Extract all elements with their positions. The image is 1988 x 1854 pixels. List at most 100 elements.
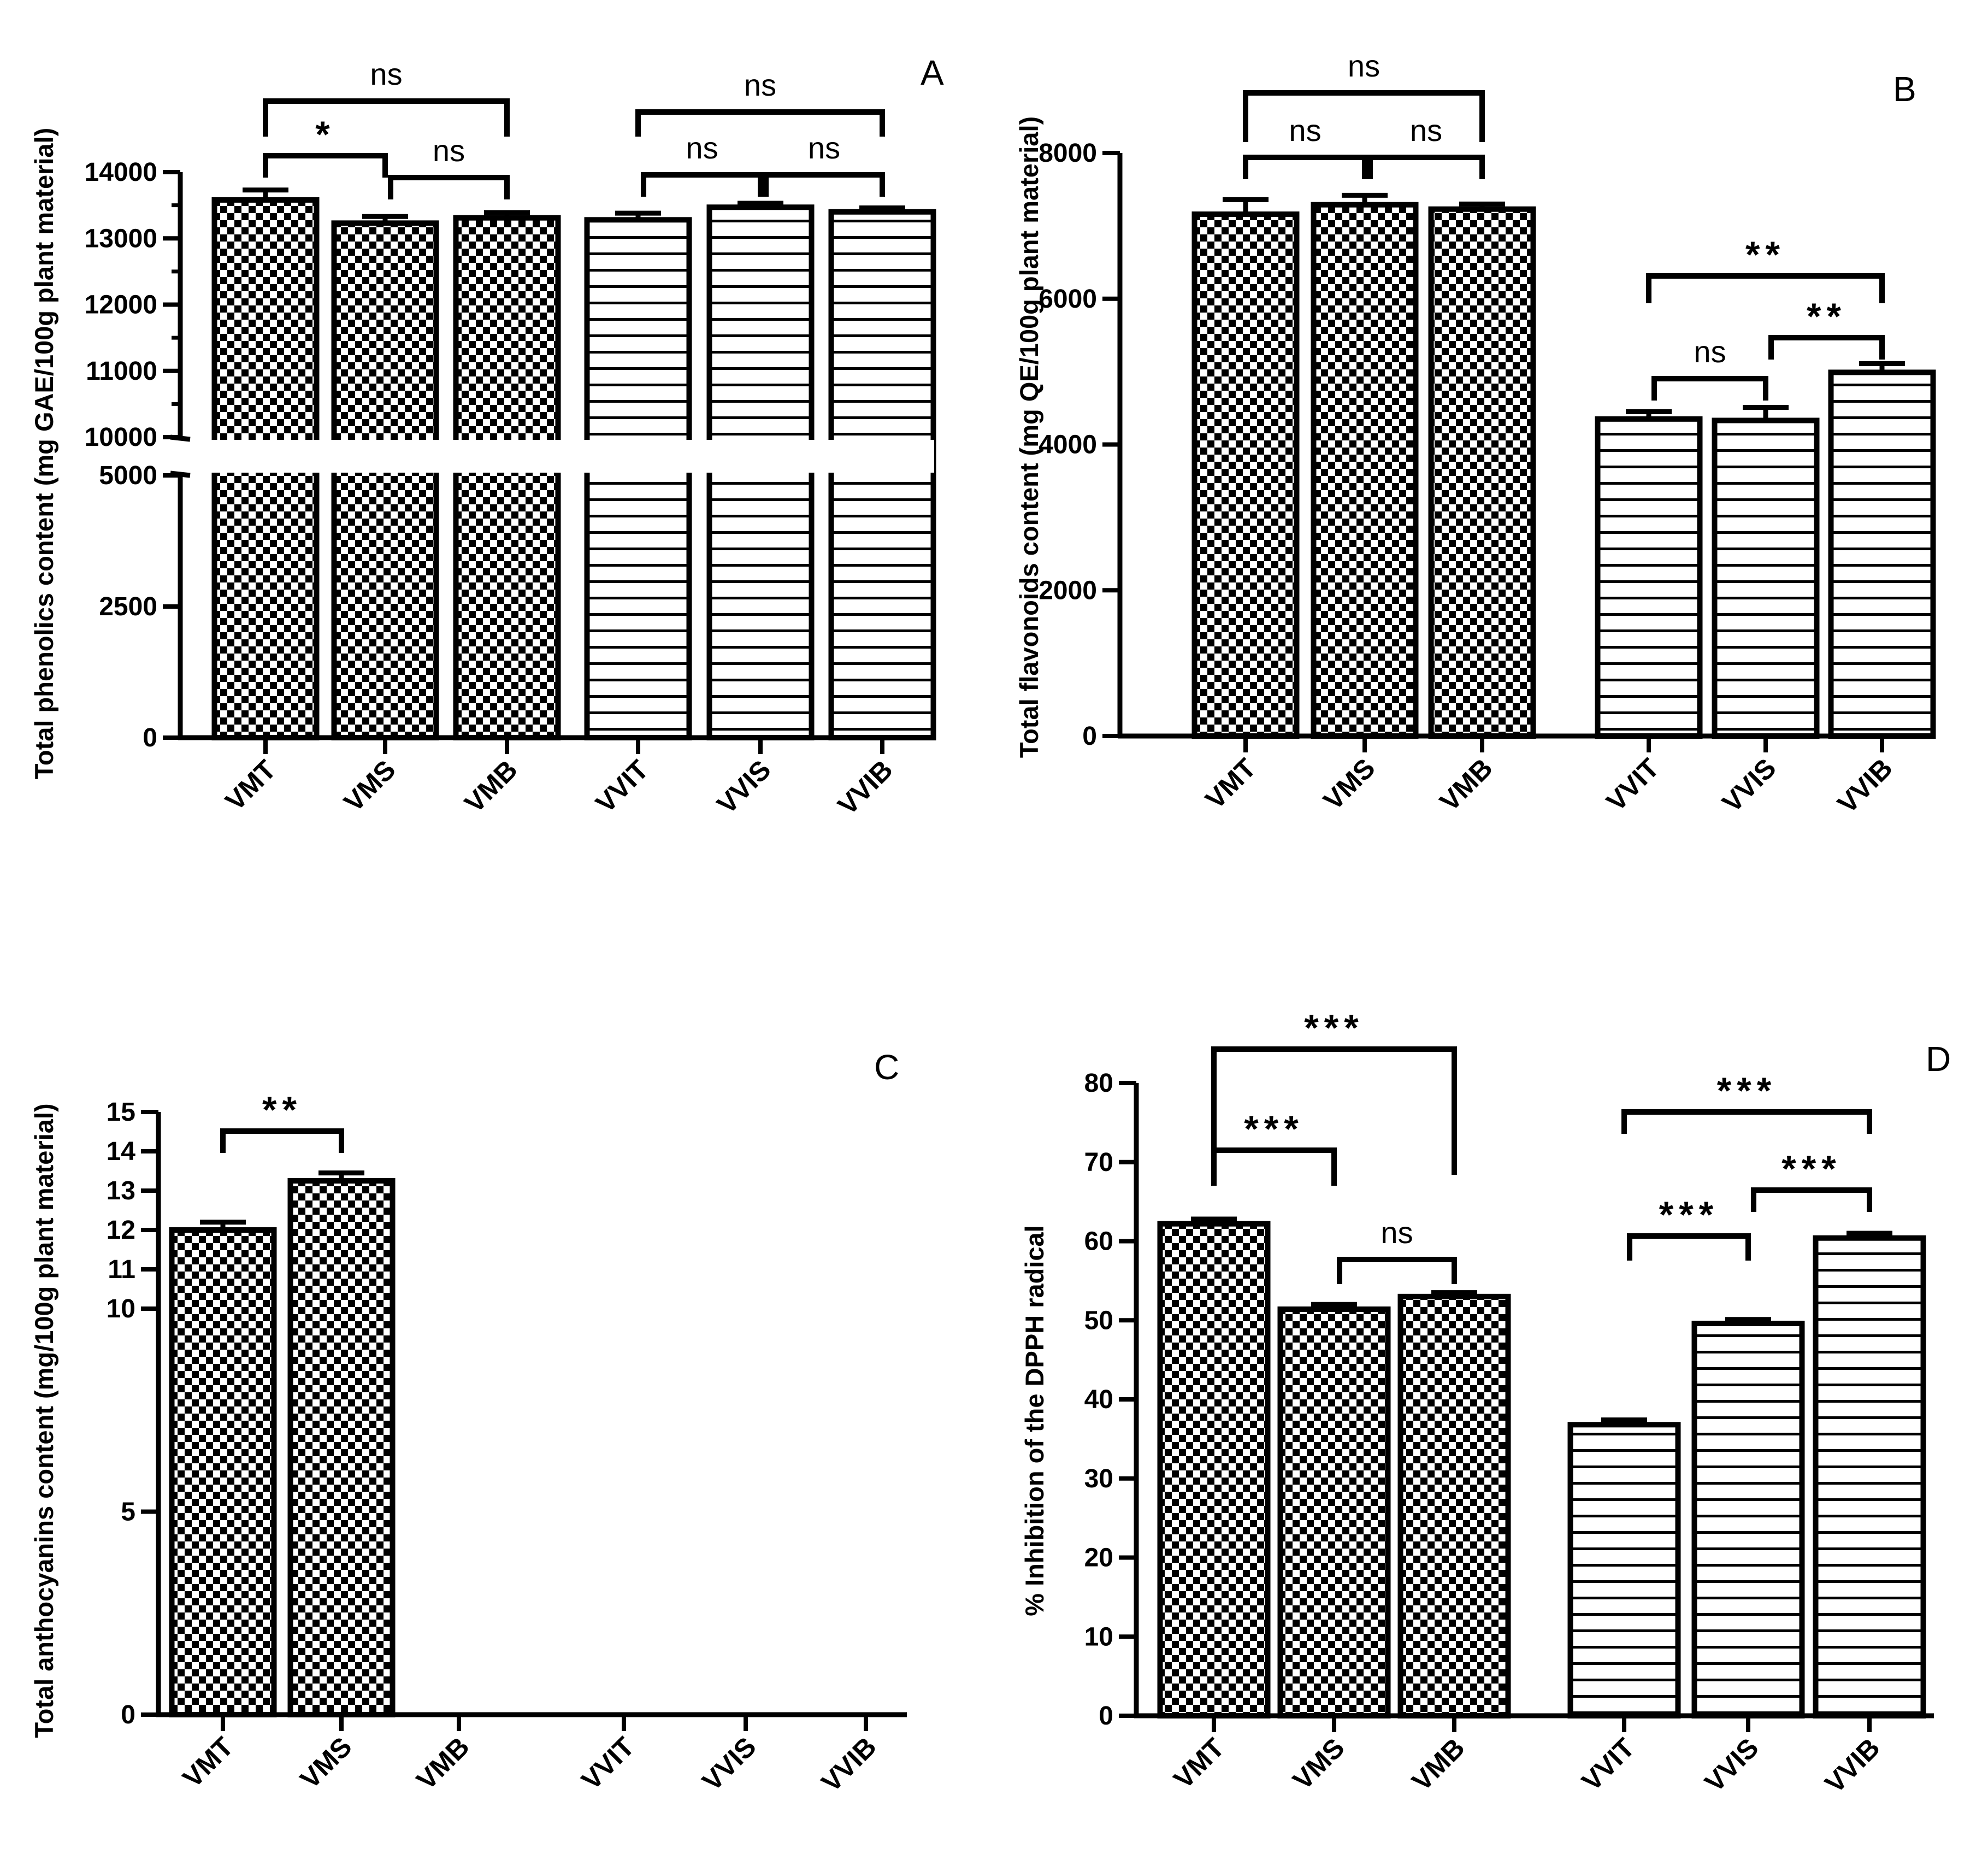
bar-b-vvib	[1828, 369, 1936, 739]
x-tick-label-b-vvis: VVIS	[1716, 752, 1782, 818]
x-tick-label-b-vvib: VVIB	[1832, 752, 1898, 819]
y-tick-label-c-15: 15	[107, 1098, 135, 1127]
significance-bracket-b-6	[1768, 335, 1885, 360]
y-axis-title-d: % Inhibition of the DPPH radical	[1020, 1225, 1049, 1616]
x-tick-label-b-vms: VMS	[1318, 752, 1381, 816]
significance-label-b-1: ns	[1348, 49, 1380, 83]
y-tick-label-b-0: 0	[1082, 722, 1097, 751]
significance-bracket-d-1	[1211, 1046, 1457, 1175]
x-tick-label-a-vvib: VVIB	[832, 754, 899, 821]
x-tick-label-d-vvit: VVIT	[1576, 1732, 1641, 1797]
x-tick-label-c-vmb: VMB	[411, 1731, 475, 1796]
y-tick-label-a-5000: 5000	[99, 461, 157, 490]
y-axis-title-b: Total flavonoids content (mg QE/100g pla…	[1014, 116, 1043, 758]
significance-bracket-b-2	[1243, 155, 1367, 179]
significance-label-a-3: ns	[433, 133, 465, 168]
significance-label-d-3: ns	[1381, 1215, 1413, 1250]
y-tick-label-a-0: 0	[143, 723, 157, 752]
bar-c-vms	[287, 1178, 396, 1717]
x-tick-label-d-vvib: VVIB	[1819, 1732, 1886, 1799]
x-tick-label-c-vvit: VVIT	[576, 1731, 640, 1796]
bar-d-vvis	[1691, 1321, 1805, 1719]
bar-d-vmt	[1157, 1221, 1271, 1718]
significance-label-b-2: ns	[1289, 113, 1321, 148]
y-tick-label-d-0: 0	[1099, 1702, 1113, 1731]
y-tick-label-a-11000: 11000	[86, 357, 157, 386]
x-tick-label-a-vmb: VMB	[459, 754, 523, 819]
significance-label-d-2: ***	[1244, 1108, 1303, 1150]
bar-b-vvit	[1595, 416, 1703, 739]
x-tick-label-d-vms: VMS	[1287, 1732, 1350, 1796]
x-tick-label-a-vvit: VVIT	[590, 754, 654, 819]
significance-label-d-6: ***	[1781, 1148, 1841, 1190]
significance-bracket-a-2	[263, 153, 388, 178]
significance-bracket-c-1	[220, 1128, 344, 1153]
bar-b-vmb	[1428, 206, 1536, 739]
significance-bracket-d-4	[1621, 1109, 1872, 1134]
bar-a-vvit	[584, 217, 692, 740]
bar-d-vvib	[1813, 1235, 1926, 1718]
significance-label-d-5: ***	[1659, 1194, 1719, 1235]
panel-letter-d: D	[1926, 1039, 1951, 1079]
bar-b-vmt	[1191, 211, 1300, 739]
y-tick-label-c-5: 5	[121, 1498, 135, 1527]
y-tick-label-b-4000: 4000	[1039, 431, 1097, 460]
significance-bracket-a-5	[641, 172, 763, 197]
bar-a-vvib	[828, 209, 936, 740]
y-tick-label-d-80: 80	[1084, 1069, 1113, 1098]
y-tick-label-d-40: 40	[1084, 1385, 1113, 1414]
y-tick-label-a-14000: 14000	[85, 158, 157, 187]
y-tick-label-a-10000: 10000	[85, 423, 157, 452]
y-tick-label-a-12000: 12000	[85, 291, 157, 320]
bar-c-vmt	[169, 1227, 277, 1717]
significance-label-a-5: ns	[686, 131, 718, 165]
significance-label-a-1: ns	[370, 57, 402, 91]
y-tick-label-d-70: 70	[1084, 1148, 1113, 1177]
y-tick-label-a-2500: 2500	[99, 592, 157, 621]
x-tick-label-c-vms: VMS	[294, 1731, 358, 1794]
x-tick-label-b-vmb: VMB	[1434, 752, 1499, 817]
y-tick-label-a-13000: 13000	[85, 224, 157, 253]
bar-b-vvis	[1712, 417, 1820, 739]
y-axis-title-c: Total anthocyanins content (mg/100g plan…	[30, 1103, 58, 1738]
bar-a-vms	[331, 220, 439, 740]
y-tick-label-c-12: 12	[107, 1216, 135, 1245]
panel-d: D % Inhibition of the DPPH radical 0 10 20…	[1020, 1007, 1951, 1799]
panel-letter-c: C	[874, 1047, 899, 1087]
significance-label-b-4: **	[1745, 234, 1785, 275]
y-tick-label-d-30: 30	[1084, 1464, 1113, 1493]
significance-bracket-b-3	[1367, 155, 1485, 179]
x-tick-label-c-vvib: VVIB	[816, 1731, 882, 1798]
significance-label-a-4: ns	[744, 68, 776, 102]
significance-label-a-6: ns	[808, 131, 840, 165]
axis-break-gap-a	[158, 440, 934, 473]
significance-bracket-a-1	[263, 98, 510, 137]
y-tick-label-d-20: 20	[1084, 1544, 1113, 1573]
significance-label-b-5: ns	[1694, 334, 1726, 369]
significance-bracket-b-1	[1243, 90, 1485, 142]
panel-b: B Total flavonoids content (mg QE/100g p…	[1014, 49, 1936, 819]
y-tick-label-d-60: 60	[1084, 1227, 1113, 1256]
panel-letter-a: A	[921, 53, 944, 92]
significance-bracket-d-6	[1751, 1187, 1872, 1212]
significance-label-d-4: ***	[1717, 1070, 1777, 1111]
chart-a-plot: 0 2500 5000 10000 11000 12000 13000 14000 VMT VMS…	[85, 57, 936, 821]
significance-label-b-3: ns	[1410, 113, 1442, 148]
bar-d-vmb	[1397, 1293, 1511, 1718]
panel-letter-b: B	[1893, 69, 1916, 109]
y-tick-label-c-14: 14	[107, 1137, 136, 1166]
y-tick-label-c-0: 0	[121, 1700, 135, 1729]
panel-a: A Total phenolics content (mg GAE/100g p…	[30, 53, 944, 821]
x-tick-label-a-vvis: VVIS	[711, 754, 777, 820]
y-tick-label-c-10: 10	[107, 1294, 135, 1323]
y-tick-label-b-2000: 2000	[1039, 576, 1097, 605]
significance-bracket-b-4	[1646, 273, 1885, 303]
significance-bracket-d-5	[1627, 1233, 1751, 1261]
chart-b-plot: 0 2000 4000 6000 8000 VMT VMS VMB VVIT VVIS VVIB ns…	[1039, 49, 1936, 819]
significance-label-b-6: **	[1807, 296, 1847, 337]
bar-d-vms	[1277, 1306, 1391, 1719]
significance-label-a-2: *	[315, 114, 335, 155]
bar-a-vmb	[453, 215, 561, 741]
chart-d-plot: 0 10 20 30 40 50 60 70 80 VMT VMS VMB VVIT VVIS VVIB **…	[1084, 1007, 1934, 1799]
